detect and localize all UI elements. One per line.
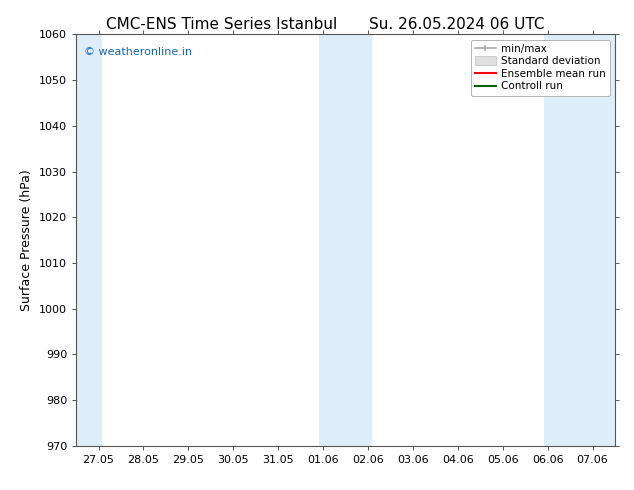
Bar (320, 34, 372, 446)
Text: Su. 26.05.2024 06 UTC: Su. 26.05.2024 06 UTC (369, 17, 544, 32)
Legend: min/max, Standard deviation, Ensemble mean run, Controll run: min/max, Standard deviation, Ensemble me… (470, 40, 610, 96)
Text: © weatheronline.in: © weatheronline.in (84, 47, 192, 57)
Bar (76, 34, 102, 446)
Bar (544, 34, 615, 446)
Y-axis label: Surface Pressure (hPa): Surface Pressure (hPa) (20, 169, 34, 311)
Text: CMC-ENS Time Series Istanbul: CMC-ENS Time Series Istanbul (107, 17, 337, 32)
